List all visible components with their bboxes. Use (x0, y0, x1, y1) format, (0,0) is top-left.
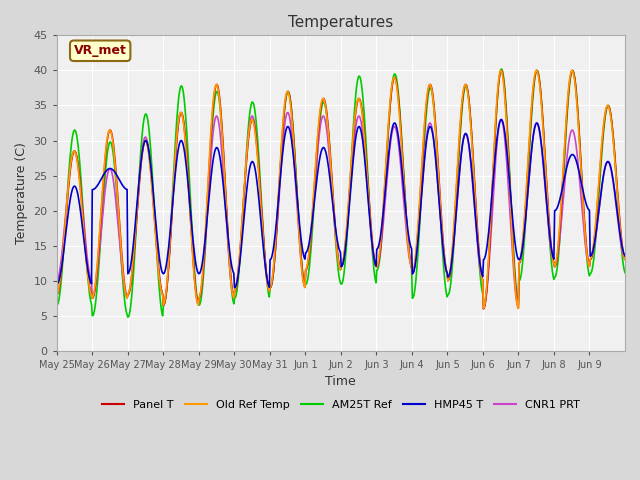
HMP45 T (53, 281, 61, 287)
Old Ref Temp (621, 257, 629, 263)
X-axis label: Time: Time (326, 375, 356, 388)
Line: Old Ref Temp: Old Ref Temp (57, 71, 625, 309)
HMP45 T (230, 285, 238, 290)
AM25T Ref (120, 286, 127, 291)
HMP45 T (253, 177, 260, 183)
Line: Panel T: Panel T (57, 71, 625, 309)
Line: CNR1 PRT: CNR1 PRT (57, 112, 625, 309)
CNR1 PRT (274, 217, 282, 223)
CNR1 PRT (53, 278, 61, 284)
Panel T (274, 212, 282, 218)
AM25T Ref (225, 246, 232, 252)
Line: AM25T Ref: AM25T Ref (57, 69, 625, 317)
HMP45 T (432, 160, 440, 166)
AM25T Ref (275, 203, 282, 208)
Text: VR_met: VR_met (74, 44, 127, 57)
Old Ref Temp (53, 292, 61, 298)
Line: HMP45 T: HMP45 T (57, 120, 625, 288)
CNR1 PRT (432, 160, 440, 166)
Panel T (53, 292, 61, 298)
Panel T (621, 256, 629, 262)
Old Ref Temp (533, 68, 541, 73)
Old Ref Temp (224, 236, 232, 241)
Y-axis label: Temperature (C): Temperature (C) (15, 142, 28, 244)
Panel T (479, 306, 487, 312)
Panel T (120, 271, 127, 276)
Title: Temperatures: Temperatures (288, 15, 394, 30)
HMP45 T (275, 199, 282, 204)
HMP45 T (621, 253, 629, 259)
AM25T Ref (124, 314, 132, 320)
AM25T Ref (53, 302, 61, 308)
CNR1 PRT (621, 257, 629, 263)
AM25T Ref (401, 179, 408, 185)
Old Ref Temp (274, 206, 282, 212)
CNR1 PRT (401, 205, 408, 211)
HMP45 T (120, 184, 127, 190)
AM25T Ref (432, 135, 440, 141)
CNR1 PRT (479, 306, 487, 312)
HMP45 T (497, 117, 505, 122)
CNR1 PRT (284, 109, 292, 115)
Old Ref Temp (431, 123, 439, 129)
Legend: Panel T, Old Ref Temp, AM25T Ref, HMP45 T, CNR1 PRT: Panel T, Old Ref Temp, AM25T Ref, HMP45 … (97, 396, 584, 415)
CNR1 PRT (252, 133, 260, 139)
HMP45 T (224, 232, 232, 238)
Panel T (224, 229, 232, 235)
HMP45 T (401, 192, 408, 197)
Panel T (497, 68, 505, 73)
Panel T (431, 119, 439, 124)
CNR1 PRT (224, 242, 232, 248)
AM25T Ref (621, 270, 629, 276)
Old Ref Temp (399, 175, 407, 181)
Old Ref Temp (252, 138, 260, 144)
CNR1 PRT (120, 278, 127, 284)
Old Ref Temp (479, 306, 487, 312)
Old Ref Temp (120, 275, 127, 280)
AM25T Ref (253, 126, 260, 132)
Panel T (252, 134, 260, 140)
AM25T Ref (497, 66, 505, 72)
Panel T (399, 169, 407, 175)
